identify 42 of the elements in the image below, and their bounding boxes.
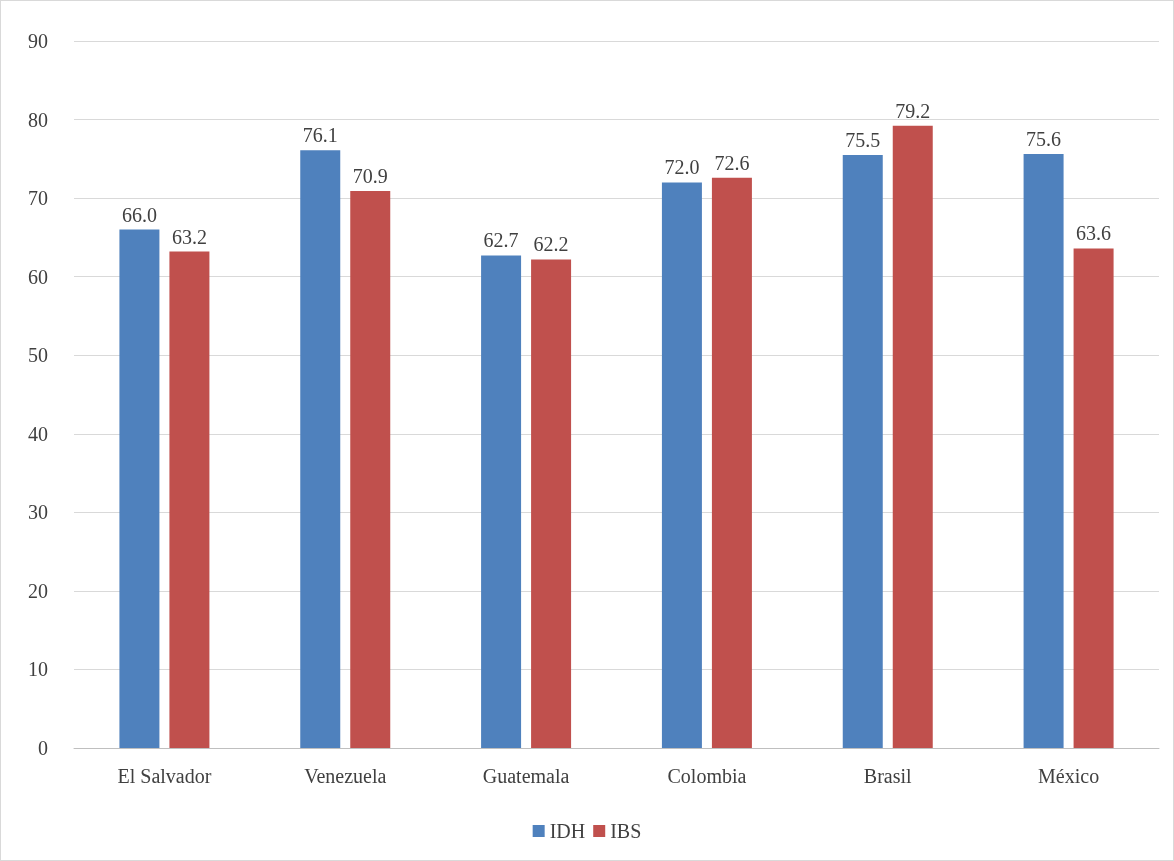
bar — [300, 150, 341, 748]
data-label: 75.6 — [1026, 128, 1062, 151]
data-label: 70.9 — [352, 165, 388, 188]
y-tick-label: 60 — [28, 265, 48, 288]
bar — [531, 259, 572, 748]
legend-label: IDH — [549, 820, 586, 842]
y-tick-label: 50 — [28, 344, 48, 367]
y-tick-label: 10 — [28, 658, 48, 681]
y-tick-label: 20 — [28, 579, 48, 602]
y-tick-label: 80 — [28, 108, 48, 131]
x-tick-label: México — [1038, 765, 1100, 787]
bar — [350, 191, 391, 748]
data-label: 63.2 — [171, 225, 207, 248]
x-tick-label: Guatemala — [482, 765, 570, 787]
x-tick-label: Colombia — [667, 765, 747, 787]
data-label: 75.5 — [845, 128, 881, 151]
data-label: 79.2 — [895, 99, 931, 122]
x-tick-label: Venezuela — [304, 765, 387, 787]
data-label: 72.6 — [714, 151, 750, 174]
data-label: 66.0 — [121, 203, 157, 226]
x-tick-label: El Salvador — [117, 765, 212, 787]
data-label: 62.2 — [533, 233, 569, 256]
y-tick-label: 0 — [38, 737, 48, 759]
data-label: 76.1 — [302, 124, 338, 147]
y-tick-label: 30 — [28, 501, 48, 524]
y-tick-label: 70 — [28, 187, 48, 210]
bar — [892, 125, 933, 748]
legend-label: IBS — [610, 820, 642, 842]
bar — [169, 251, 210, 748]
bar — [119, 229, 160, 748]
x-tick-label: Brasil — [863, 765, 913, 787]
data-label: 63.6 — [1076, 222, 1112, 245]
bar — [1073, 248, 1114, 748]
bar — [842, 154, 883, 748]
bar — [481, 255, 522, 748]
y-tick-label: 90 — [28, 30, 48, 52]
bar — [661, 182, 702, 748]
data-label: 72.0 — [664, 156, 700, 179]
y-tick-label: 40 — [28, 422, 48, 445]
bar — [711, 177, 752, 748]
data-label: 62.7 — [483, 229, 519, 252]
bar — [1023, 154, 1064, 748]
